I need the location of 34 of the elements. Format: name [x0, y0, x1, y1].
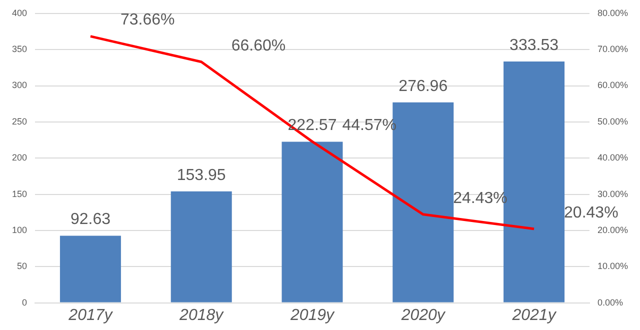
bar — [60, 236, 121, 302]
y2-tick-label: 20.00% — [597, 224, 628, 235]
x-tick-label: 2019y — [289, 306, 336, 324]
y2-tick-label: 10.00% — [597, 261, 628, 272]
data-label: 276.96 — [398, 78, 448, 95]
y-tick-label: 50 — [17, 261, 28, 272]
y-tick-label: 300 — [12, 80, 28, 90]
data-label: 20.43% — [564, 204, 618, 222]
data-label: 153.95 — [176, 166, 226, 184]
y2-tick-label: 80.00% — [597, 8, 628, 18]
y-tick-label: 150 — [12, 188, 28, 199]
y-tick-label: 350 — [12, 44, 28, 54]
data-label: 66.60% — [231, 37, 286, 54]
data-label: 222.57 — [288, 117, 337, 134]
bar — [170, 191, 232, 302]
y-tick-label: 250 — [12, 116, 28, 126]
data-label: 333.53 — [510, 36, 559, 54]
y2-tick-label: 40.00% — [597, 152, 628, 163]
y-tick-label: 200 — [12, 152, 28, 163]
data-label: 92.63 — [70, 211, 111, 228]
y2-tick-label: 60.00% — [597, 80, 628, 90]
bar — [282, 142, 343, 302]
x-tick-label: 2017y — [68, 306, 114, 324]
x-tick-label: 2021y — [511, 306, 557, 324]
y-tick-label: 400 — [12, 8, 28, 18]
y2-tick-label: 0.00% — [597, 297, 624, 308]
x-tick-label: 2020y — [400, 306, 446, 324]
y2-tick-label: 50.00% — [597, 116, 628, 126]
x-tick-label: 2018y — [178, 306, 224, 324]
data-label: 73.66% — [120, 12, 175, 29]
y-tick-label: 100 — [12, 224, 28, 235]
y2-tick-label: 30.00% — [597, 188, 628, 199]
y2-tick-label: 70.00% — [597, 44, 628, 54]
y-tick-label: 0 — [22, 297, 28, 308]
